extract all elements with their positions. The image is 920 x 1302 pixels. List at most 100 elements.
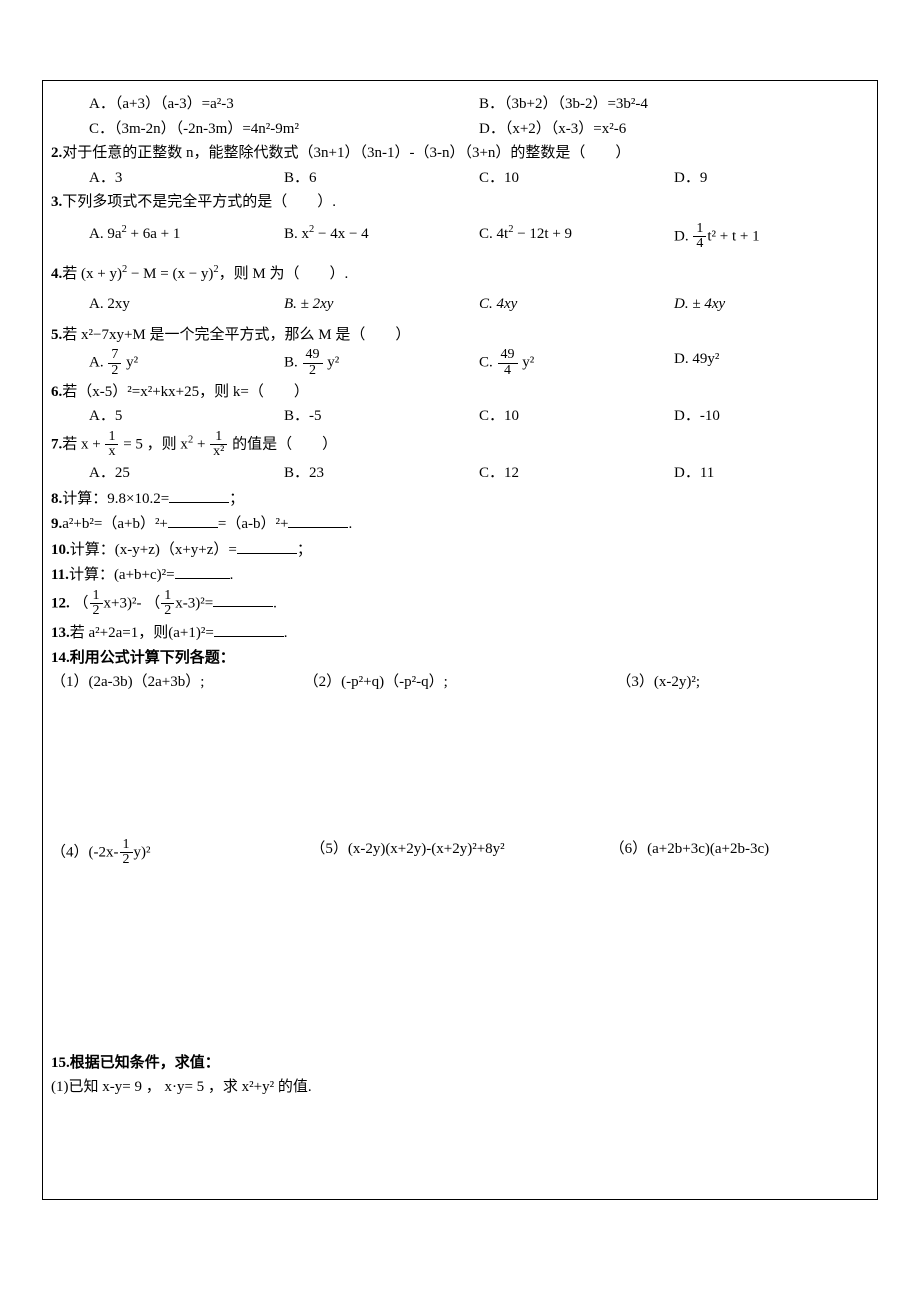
q3-num: 3. bbox=[51, 194, 62, 210]
q6-num: 6. bbox=[51, 384, 62, 400]
q14-4-pre: （4）(-2x- bbox=[51, 844, 119, 860]
frac-num: 1 bbox=[210, 430, 227, 446]
q5-a-frac: 72 bbox=[108, 348, 121, 378]
q9-blank1[interactable] bbox=[168, 512, 218, 528]
q2-num: 2. bbox=[51, 145, 62, 161]
q14-6: （6）(a+2b+3c)(a+2b-3c) bbox=[570, 838, 869, 868]
q10-blank[interactable] bbox=[237, 538, 297, 554]
q5-opt-d: D. 49y² bbox=[674, 348, 869, 378]
q3-opt-b: B. x2 − 4x − 4 bbox=[284, 222, 479, 252]
q12-blank[interactable] bbox=[213, 591, 273, 607]
frac-num: 49 bbox=[498, 348, 518, 364]
frac-den: 2 bbox=[108, 364, 121, 379]
q5-c-label: C. bbox=[479, 355, 497, 371]
frac-den: 2 bbox=[120, 853, 133, 868]
q6-opt-d: D．-10 bbox=[674, 405, 869, 428]
workspace-2 bbox=[51, 870, 869, 1050]
content-frame: A．（a+3）（a-3）=a²-3 B．（3b+2）（3b-2）=3b²-4 C… bbox=[42, 80, 878, 1200]
q14-4: （4）(-2x-12y)² bbox=[51, 838, 310, 868]
q2-opt-c: C．10 bbox=[479, 167, 674, 190]
q15-sub1: (1)已知 x-y= 9 ， x·y= 5 ，求 x²+y² 的值. bbox=[51, 1076, 869, 1099]
q8-num: 8. bbox=[51, 491, 62, 507]
q3-d-post: t² + t + 1 bbox=[707, 228, 759, 244]
q6: 6.若（x-5）²=x²+kx+25，则 k=（ ） bbox=[51, 381, 869, 404]
frac-den: 2 bbox=[90, 604, 103, 619]
frac-den: x bbox=[105, 445, 118, 460]
q3-d-pre: D. bbox=[674, 228, 692, 244]
page: A．（a+3）（a-3）=a²-3 B．（3b+2）（3b-2）=3b²-4 C… bbox=[0, 0, 920, 1302]
q5-c-post: y² bbox=[519, 355, 535, 371]
q5-c-frac: 494 bbox=[498, 348, 518, 378]
q2-text: 对于任意的正整数 n，能整除代数式（3n+1）（3n-1）-（3-n）（3+n）… bbox=[62, 145, 630, 161]
q14-row1: （1）(2a-3b)（2a+3b）; （2）(-p²+q)（-p²-q）; （3… bbox=[51, 671, 869, 694]
q4-mid: − M = (x − y) bbox=[127, 266, 213, 282]
frac-num: 49 bbox=[303, 348, 323, 364]
q14-2: （2）(-p²+q)（-p²-q）; bbox=[304, 671, 557, 694]
q3-a-post: + 6a + 1 bbox=[127, 226, 181, 242]
q11: 11.计算：(a+b+c)²=. bbox=[51, 563, 869, 587]
q8-tail: ； bbox=[229, 491, 244, 507]
q13: 13.若 a²+2a=1，则(a+1)²=. bbox=[51, 621, 869, 645]
frac-num: 1 bbox=[120, 838, 133, 854]
q15: 15.根据已知条件，求值： bbox=[51, 1052, 869, 1075]
q5-b-label: B. bbox=[284, 355, 302, 371]
q6-opt-b: B．-5 bbox=[284, 405, 479, 428]
q10: 10.计算：(x-y+z)（x+y+z）=； bbox=[51, 538, 869, 562]
q9-tail: . bbox=[348, 516, 352, 532]
q2: 2.对于任意的正整数 n，能整除代数式（3n+1）（3n-1）-（3-n）（3+… bbox=[51, 142, 869, 165]
frac-num: 1 bbox=[90, 589, 103, 605]
q8: 8.计算：9.8×10.2= ； bbox=[51, 487, 869, 511]
q7-mid2: + bbox=[193, 436, 209, 452]
q3-b-post: − 4x − 4 bbox=[314, 226, 368, 242]
q5-opt-a: A. 72 y² bbox=[89, 348, 284, 378]
q3-opt-c: C. 4t2 − 12t + 9 bbox=[479, 222, 674, 252]
q7: 7.若 x + 1x = 5 ，则 x2 + 1x² 的值是（ ） bbox=[51, 430, 869, 460]
q4-pre: 若 (x + y) bbox=[62, 266, 122, 282]
q14-num: 14. bbox=[51, 650, 70, 666]
q12-mid1: x+3)²- （ bbox=[104, 595, 161, 611]
q14-5: （5）(x-2y)(x+2y)-(x+2y)²+8y² bbox=[310, 838, 569, 868]
q11-tail: . bbox=[230, 567, 234, 583]
q12-mid2: x-3)²= bbox=[175, 595, 213, 611]
q12-frac2: 12 bbox=[161, 589, 174, 619]
q13-blank[interactable] bbox=[214, 621, 284, 637]
q5-a-label: A. bbox=[89, 355, 107, 371]
q4-post: ，则 M 为（ ）. bbox=[219, 266, 349, 282]
q10-num: 10. bbox=[51, 542, 70, 558]
q7-mid1: = 5 ，则 x bbox=[119, 436, 187, 452]
q5-text: 若 x²−7xy+M 是一个完全平方式，那么 M 是（ ） bbox=[62, 327, 410, 343]
q5-a-post: y² bbox=[122, 355, 138, 371]
q1-opt-a: A．（a+3）（a-3）=a²-3 bbox=[89, 93, 479, 116]
q4-opt-c: C. 4xy bbox=[479, 293, 674, 316]
q11-num: 11. bbox=[51, 567, 69, 583]
frac-den: 4 bbox=[693, 237, 706, 252]
q1-opt-d: D．（x+2）（x-3）=x²-6 bbox=[479, 118, 869, 141]
q9-blank2[interactable] bbox=[288, 512, 348, 528]
q2-opts: A．3 B．6 C．10 D．9 bbox=[51, 167, 869, 190]
q11-blank[interactable] bbox=[175, 563, 230, 579]
q4-opts: A. 2xy B. ± 2xy C. 4xy D. ± 4xy bbox=[51, 293, 869, 316]
q6-opt-c: C．10 bbox=[479, 405, 674, 428]
q4-c-text: C. 4xy bbox=[479, 296, 517, 312]
q10-tail: ； bbox=[297, 542, 312, 558]
q2-opt-b: B．6 bbox=[284, 167, 479, 190]
q12: 12. （12x+3)²- （12x-3)²=. bbox=[51, 589, 869, 619]
q8-text: 计算：9.8×10.2= bbox=[62, 491, 169, 507]
q12-num: 12. bbox=[51, 595, 70, 611]
q3-opt-d: D. 14t² + t + 1 bbox=[674, 222, 869, 252]
q5: 5.若 x²−7xy+M 是一个完全平方式，那么 M 是（ ） bbox=[51, 324, 869, 347]
q5-opt-b: B. 492 y² bbox=[284, 348, 479, 378]
q6-text: 若（x-5）²=x²+kx+25，则 k=（ ） bbox=[62, 384, 309, 400]
q3-c-post: − 12t + 9 bbox=[513, 226, 572, 242]
q12-tail: . bbox=[273, 595, 277, 611]
frac-num: 1 bbox=[161, 589, 174, 605]
q12-pre: （ bbox=[70, 595, 89, 611]
q14-3: （3）(x-2y)²; bbox=[556, 671, 869, 694]
q7-opt-d: D．11 bbox=[674, 462, 869, 485]
q14-4-post: y)² bbox=[134, 844, 151, 860]
q7-pre: 若 x + bbox=[62, 436, 104, 452]
q8-blank[interactable] bbox=[169, 487, 229, 503]
q4-d-text: D. ± 4xy bbox=[674, 296, 725, 312]
q5-b-frac: 492 bbox=[303, 348, 323, 378]
q1-opts-row1: A．（a+3）（a-3）=a²-3 B．（3b+2）（3b-2）=3b²-4 bbox=[51, 93, 869, 116]
